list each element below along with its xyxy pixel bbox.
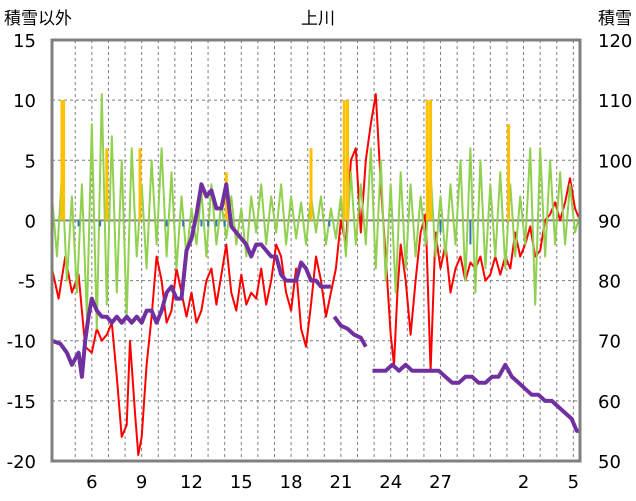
- chart-title: 上川: [301, 9, 335, 29]
- right-axis-label: 積雪: [598, 9, 632, 29]
- right-tick-label: 120: [598, 31, 632, 52]
- purple-series-line: [51, 182, 331, 379]
- purple-series-line: [332, 315, 368, 348]
- purple-series-line: [372, 362, 580, 433]
- plot-frame: [50, 38, 582, 463]
- left-tick-label: -10: [7, 332, 36, 353]
- x-tick-label: 5: [568, 472, 579, 493]
- x-tick-label: 24: [379, 472, 402, 493]
- right-tick-label: 100: [598, 151, 632, 172]
- data-series: [51, 93, 581, 456]
- x-axis-ticks: 6 9 12 15 18 21 24 27 2 5: [86, 472, 579, 493]
- right-tick-label: 90: [598, 211, 621, 232]
- x-tick-label: 2: [518, 472, 529, 493]
- right-tick-label: 60: [598, 392, 621, 413]
- x-tick-label: 12: [180, 472, 203, 493]
- left-tick-label: -15: [7, 392, 36, 413]
- left-axis-ticks: 15 10 5 0 -5 -10 -15 -20: [7, 31, 36, 473]
- left-tick-label: 15: [13, 31, 36, 52]
- left-tick-label: 0: [25, 211, 36, 232]
- x-tick-label: 21: [329, 472, 352, 493]
- left-tick-label: -5: [18, 272, 36, 293]
- x-tick-label: 9: [136, 472, 147, 493]
- right-tick-label: 70: [598, 332, 621, 353]
- red-series-line: [51, 93, 581, 456]
- right-tick-label: 110: [598, 91, 632, 112]
- left-tick-label: -20: [7, 452, 36, 473]
- x-tick-label: 6: [86, 472, 97, 493]
- right-tick-label: 50: [598, 452, 621, 473]
- left-tick-label: 5: [25, 151, 36, 172]
- x-tick-label: 15: [230, 472, 253, 493]
- left-tick-label: 10: [13, 91, 36, 112]
- left-axis-label: 積雪以外: [4, 9, 72, 29]
- right-tick-label: 80: [598, 272, 621, 293]
- x-tick-label: 27: [429, 472, 452, 493]
- x-tick-label: 18: [280, 472, 303, 493]
- right-axis-ticks: 120 110 100 90 80 70 60 50: [598, 31, 632, 473]
